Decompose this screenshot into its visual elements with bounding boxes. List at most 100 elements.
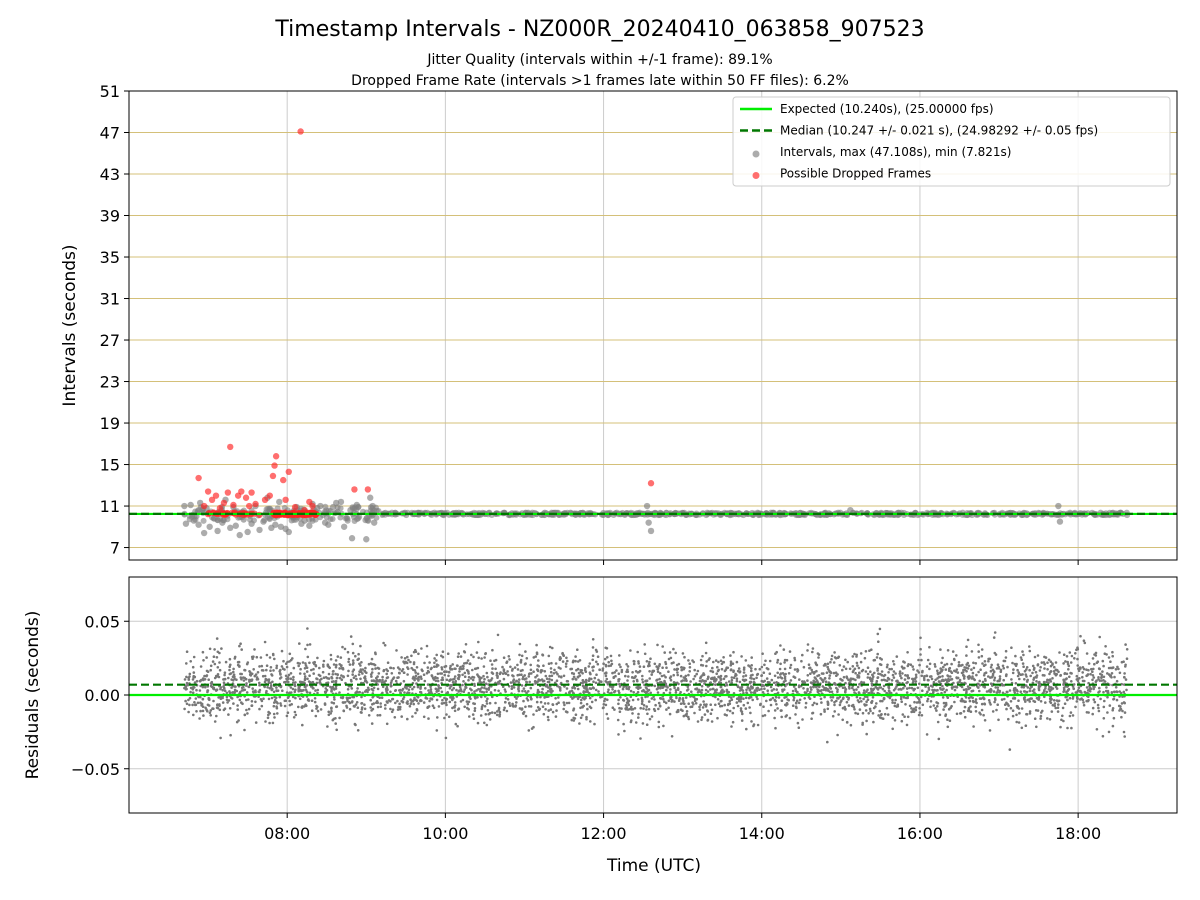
residual-point — [1031, 671, 1034, 675]
residual-point — [312, 672, 316, 675]
residual-point — [999, 670, 1003, 673]
residual-point — [610, 662, 614, 666]
interval-point-49 — [369, 502, 376, 510]
residual-point — [347, 657, 351, 661]
residual-point — [656, 687, 660, 690]
residual-point — [479, 687, 482, 691]
residual-point — [1053, 702, 1057, 705]
residual-point — [865, 719, 868, 723]
residual-point — [232, 667, 235, 671]
residual-point — [1039, 714, 1043, 718]
residual-point — [1003, 697, 1006, 701]
residual-point — [891, 716, 895, 719]
residual-point — [727, 680, 731, 683]
dropped-point-19 — [271, 462, 278, 469]
residual-point — [806, 674, 810, 677]
residual-point — [245, 708, 248, 712]
residual-point — [205, 674, 209, 677]
residual-point — [263, 640, 267, 644]
residual-point — [289, 672, 293, 675]
residual-point — [632, 680, 635, 683]
residual-point — [1050, 688, 1053, 691]
residual-point — [222, 681, 226, 684]
residual-point — [630, 705, 633, 709]
residual-point — [1047, 681, 1050, 685]
residual-point — [263, 674, 267, 678]
residual-point — [444, 664, 448, 668]
residual-point — [473, 690, 476, 693]
residual-point — [270, 696, 274, 700]
residual-point — [721, 660, 725, 664]
residual-point — [947, 677, 950, 681]
residual-point — [943, 690, 947, 694]
residual-point — [453, 677, 456, 681]
residual-point — [927, 688, 931, 691]
residual-point — [891, 698, 894, 702]
residual-point — [1065, 690, 1068, 694]
residuals-data — [183, 627, 1129, 751]
residual-point — [292, 681, 295, 684]
residual-point — [1102, 664, 1105, 668]
residual-point — [952, 657, 956, 661]
residual-point — [481, 704, 485, 707]
residual-point — [413, 669, 417, 672]
dropped-point-9 — [230, 501, 237, 509]
residual-point — [439, 672, 442, 675]
residual-point — [498, 713, 502, 716]
residual-point — [246, 661, 250, 664]
residual-point — [1013, 696, 1017, 700]
residual-point — [480, 695, 483, 699]
residual-point — [708, 657, 711, 660]
residual-point — [951, 650, 955, 653]
residual-point — [682, 714, 686, 718]
residual-point — [347, 700, 351, 704]
residual-point — [855, 688, 858, 691]
residual-point — [717, 660, 720, 664]
residual-point — [275, 666, 278, 670]
legend-label-2: Intervals, max (47.108s), min (7.821s) — [780, 145, 1011, 159]
residual-point — [409, 698, 412, 701]
residual-point — [1090, 667, 1093, 671]
residual-point — [527, 675, 531, 678]
residual-point — [617, 702, 620, 706]
residual-point — [645, 660, 649, 663]
residual-point — [865, 700, 868, 703]
residual-point — [524, 650, 527, 653]
residual-point — [424, 687, 427, 690]
residual-point — [755, 676, 758, 680]
interval-point-45 — [348, 535, 356, 542]
residual-point — [271, 680, 274, 684]
residual-point — [632, 691, 635, 694]
residual-point — [845, 700, 849, 704]
residual-point — [479, 714, 483, 717]
residual-point — [293, 710, 297, 714]
residual-point — [740, 655, 743, 658]
residual-point — [658, 681, 662, 684]
residual-point — [1091, 657, 1095, 660]
residual-point — [889, 691, 893, 695]
residual-point — [562, 707, 565, 711]
residual-point — [1102, 705, 1106, 709]
residual-point — [607, 660, 610, 664]
residual-point — [228, 657, 232, 661]
residual-point — [689, 680, 692, 683]
residual-point — [828, 674, 832, 677]
residual-point — [502, 668, 506, 671]
residual-point — [853, 667, 857, 671]
residual-point — [495, 671, 499, 675]
residual-point — [1068, 696, 1072, 700]
residual-point — [272, 712, 276, 716]
residual-point — [637, 716, 640, 719]
residual-point — [436, 672, 440, 676]
dropped-point-31 — [647, 480, 655, 487]
residual-point — [857, 691, 861, 694]
residual-point — [647, 664, 650, 668]
residual-point — [613, 708, 616, 711]
dropped-point-1 — [200, 502, 208, 510]
residual-point — [780, 709, 783, 712]
residual-point — [591, 638, 595, 641]
residual-point — [809, 672, 812, 675]
residual-point — [936, 669, 939, 673]
residual-point — [675, 681, 679, 685]
residual-point — [987, 675, 990, 678]
